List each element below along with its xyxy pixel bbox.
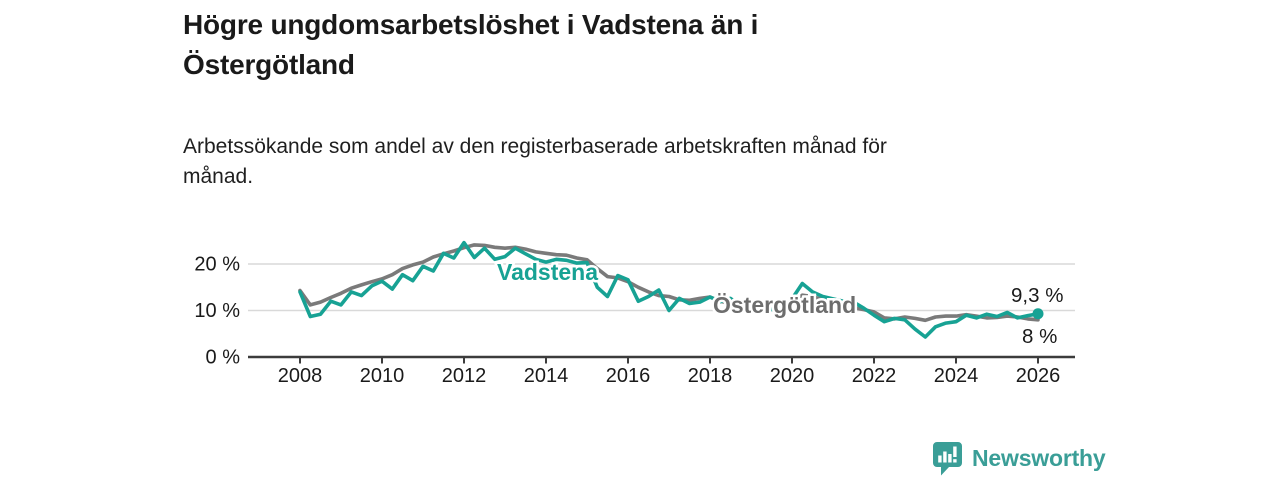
newsworthy-brand: Newsworthy	[932, 441, 1106, 476]
x-tick-label: 2022	[852, 365, 897, 387]
series-end-dot	[1032, 308, 1044, 320]
brand-name: Newsworthy	[972, 445, 1106, 471]
series-line-östergötland	[298, 243, 1040, 323]
y-tick-label: 10 %	[194, 300, 240, 322]
x-tick-label: 2014	[524, 365, 569, 387]
unemployment-line-chart: 0 % 10 % 20 % 2008 2010 2012 2014 2016 2018 2020 2…	[194, 240, 1075, 387]
newsworthy-logo-icon	[933, 442, 962, 476]
x-tick-label: 2016	[606, 365, 651, 387]
x-tick-label: 2020	[770, 365, 815, 387]
x-tick-label: 2008	[278, 365, 323, 387]
x-tick-label: 2024	[934, 365, 979, 387]
chart-title: Högre ungdomsarbetslöshet i Vadstena än …	[183, 9, 759, 80]
end-value-label: 8 %	[1022, 325, 1057, 348]
x-tick-label: 2018	[688, 365, 733, 387]
series-label-vadstena: Vadstena	[497, 259, 598, 285]
series-line-vadstena	[298, 240, 1040, 339]
x-tick-label: 2012	[442, 365, 487, 387]
y-tick-label: 20 %	[194, 254, 240, 276]
x-tick-label: 2026	[1016, 365, 1061, 387]
x-tick-label: 2010	[360, 365, 405, 387]
chart-subtitle: Arbetssökande som andel av den registerb…	[183, 135, 887, 189]
y-tick-label: 0 %	[206, 347, 241, 369]
series-label-östergötland: Östergötland	[713, 292, 856, 318]
end-value-label: 9,3 %	[1011, 284, 1063, 307]
